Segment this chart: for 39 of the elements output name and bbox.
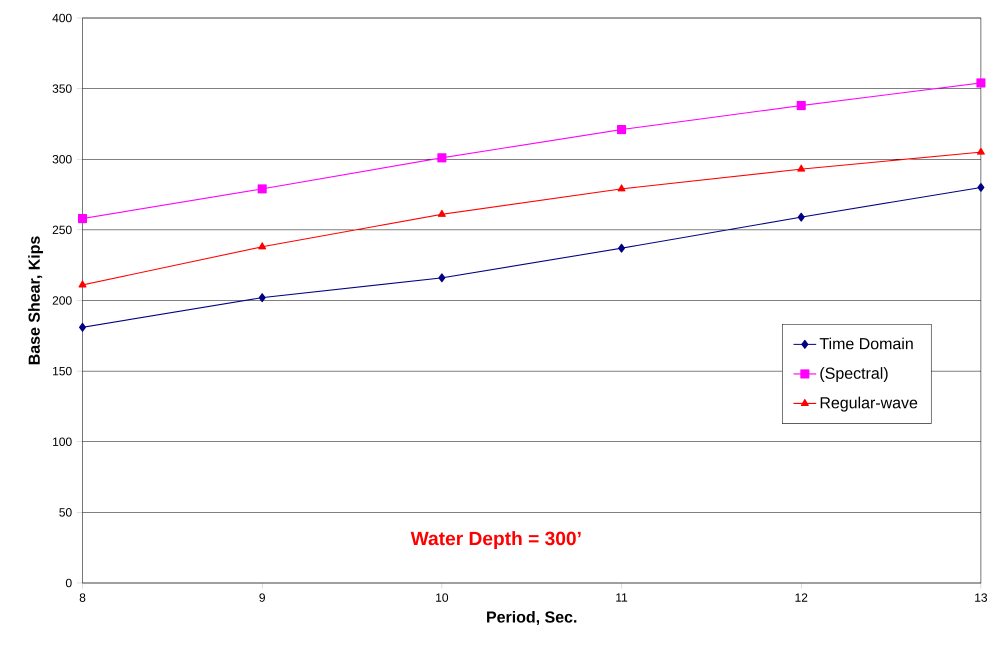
point [438,210,446,218]
x-tick-label: 11 [616,594,628,602]
y-tick-label: 300 [52,155,72,164]
y-tick-label: 0 [66,578,72,588]
point [976,148,985,155]
x-tick-label: 13 [975,594,988,602]
point [258,184,267,194]
point [798,212,805,222]
x-tick-label: 8 [80,594,86,602]
legend-label: Time Domain [820,338,913,350]
y-tick-label: 150 [53,367,72,376]
y-tick-label: 250 [52,226,72,234]
y-axis-title: Base Shear, Kips [28,236,44,364]
y-tick-label: 400 [52,14,72,22]
point [437,154,446,163]
y-tick-label: 50 [59,508,72,517]
point [796,101,806,110]
point [617,125,626,134]
legend-label: (Spectral) [820,367,888,382]
point [797,164,806,172]
x-tick-label: 9 [259,594,265,602]
point [438,274,446,283]
point [618,244,626,253]
point [258,242,266,250]
annotation: Water Depth = 300’ [410,531,581,550]
x-tick-label: 12 [795,594,808,602]
x-axis-title: Period, Sec. [487,611,576,626]
point [977,183,984,192]
point [78,323,86,332]
point [78,214,88,224]
y-tick-label: 100 [53,438,72,446]
y-tick-label: 200 [52,296,72,305]
point [618,184,626,192]
point [258,293,266,302]
point [976,78,986,88]
legend-label: Regular-wave [820,396,918,412]
y-tick-label: 350 [52,84,72,94]
x-tick-label: 10 [436,594,448,602]
point [78,280,87,288]
